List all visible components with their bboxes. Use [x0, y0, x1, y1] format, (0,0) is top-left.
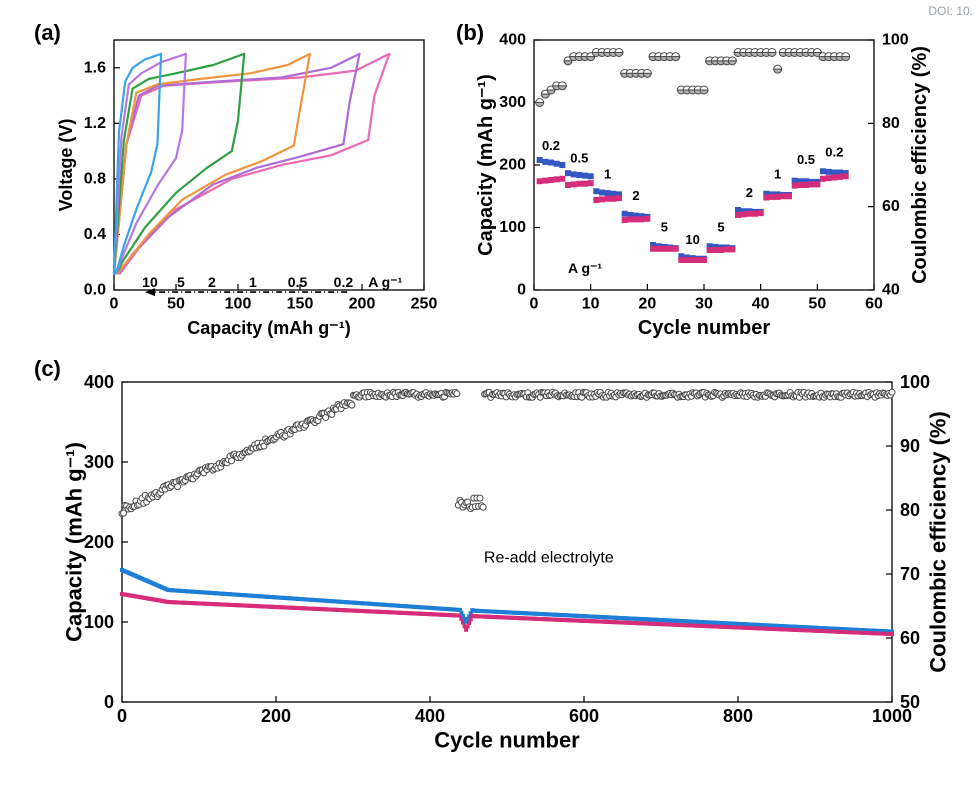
svg-text:400: 400 [499, 32, 526, 49]
svg-text:0.5: 0.5 [797, 152, 815, 167]
svg-text:0: 0 [110, 296, 119, 313]
svg-text:40: 40 [752, 296, 770, 313]
svg-text:0.2: 0.2 [334, 274, 354, 290]
svg-text:100: 100 [900, 372, 930, 392]
svg-text:30: 30 [695, 296, 713, 313]
svg-text:0.2: 0.2 [825, 144, 843, 159]
panel-a: 0 50 100 150 200 250 Capacity (mAh g⁻¹) 0.0 0.4 0… [44, 30, 444, 350]
svg-text:40: 40 [882, 282, 900, 299]
doi-text: DOI: 10. [928, 4, 973, 18]
panel-b-svg: 0 10 20 30 40 50 60 Cycle number 0 100 200 300 400 Ca… [464, 30, 954, 350]
svg-text:A g⁻¹: A g⁻¹ [368, 274, 402, 290]
svg-text:20: 20 [638, 296, 656, 313]
svg-text:5: 5 [717, 219, 724, 234]
svg-text:Coulombic efficiency (%): Coulombic efficiency (%) [909, 46, 931, 284]
svg-text:300: 300 [499, 94, 526, 111]
svg-text:5: 5 [661, 219, 668, 234]
svg-text:100: 100 [84, 612, 114, 632]
svg-text:60: 60 [865, 296, 883, 313]
svg-text:150: 150 [287, 296, 314, 313]
svg-text:400: 400 [415, 706, 445, 726]
svg-text:10: 10 [685, 232, 699, 247]
svg-text:100: 100 [225, 296, 252, 313]
svg-text:50: 50 [167, 296, 185, 313]
svg-text:0.2: 0.2 [542, 138, 560, 153]
svg-text:70: 70 [900, 564, 920, 584]
svg-text:600: 600 [569, 706, 599, 726]
svg-text:80: 80 [882, 115, 900, 132]
svg-text:Cycle number: Cycle number [638, 317, 770, 339]
svg-text:10: 10 [582, 296, 600, 313]
svg-text:2: 2 [746, 185, 753, 200]
svg-text:0: 0 [117, 706, 127, 726]
panel-a-svg: 0 50 100 150 200 250 Capacity (mAh g⁻¹) 0.0 0.4 0… [44, 30, 444, 350]
svg-text:200: 200 [261, 706, 291, 726]
svg-text:400: 400 [84, 372, 114, 392]
panel-b: 0 10 20 30 40 50 60 Cycle number 0 100 200 300 400 Ca… [464, 30, 954, 350]
svg-text:1.2: 1.2 [84, 115, 106, 132]
svg-text:Cycle number: Cycle number [434, 728, 580, 753]
svg-text:1: 1 [604, 166, 611, 181]
svg-text:50: 50 [808, 296, 826, 313]
svg-text:Coulombic efficiency (%): Coulombic efficiency (%) [926, 411, 951, 673]
svg-text:200: 200 [499, 157, 526, 174]
svg-text:1: 1 [774, 166, 781, 181]
svg-text:5: 5 [177, 274, 185, 290]
svg-text:10: 10 [142, 274, 158, 290]
svg-text:250: 250 [411, 296, 438, 313]
svg-text:0.4: 0.4 [84, 226, 106, 243]
svg-text:0.8: 0.8 [84, 170, 106, 187]
svg-text:2: 2 [208, 274, 216, 290]
svg-text:300: 300 [84, 452, 114, 472]
svg-text:Re-add electrolyte: Re-add electrolyte [484, 550, 614, 567]
svg-text:2: 2 [632, 188, 639, 203]
svg-text:100: 100 [882, 32, 909, 49]
svg-text:80: 80 [900, 500, 920, 520]
svg-text:0.0: 0.0 [84, 282, 106, 299]
svg-text:800: 800 [723, 706, 753, 726]
svg-text:0.5: 0.5 [570, 151, 588, 166]
svg-text:Capacity (mAh g⁻¹): Capacity (mAh g⁻¹) [475, 74, 497, 256]
panel-c: 02004006008001000Cycle number01002003004… [44, 370, 961, 780]
svg-text:0: 0 [517, 282, 526, 299]
svg-text:0: 0 [530, 296, 539, 313]
svg-text:200: 200 [84, 532, 114, 552]
svg-text:Capacity (mAh g⁻¹): Capacity (mAh g⁻¹) [62, 442, 87, 642]
svg-text:0: 0 [104, 692, 114, 712]
svg-text:100: 100 [499, 219, 526, 236]
svg-text:200: 200 [349, 296, 376, 313]
svg-text:0.5: 0.5 [288, 274, 308, 290]
svg-text:50: 50 [900, 692, 920, 712]
svg-text:Capacity (mAh g⁻¹): Capacity (mAh g⁻¹) [187, 318, 351, 338]
svg-text:1.6: 1.6 [84, 59, 106, 76]
svg-text:Voltage (V): Voltage (V) [56, 119, 76, 212]
svg-text:1: 1 [249, 274, 257, 290]
svg-text:60: 60 [882, 198, 900, 215]
figure-root: DOI: 10. (a) (b) (c) 050100150200250Capa… [0, 0, 979, 793]
panel-c-svg: 02004006008001000Cycle number01002003004… [44, 370, 961, 780]
svg-text:A g⁻¹: A g⁻¹ [568, 260, 602, 276]
svg-text:60: 60 [900, 628, 920, 648]
svg-text:90: 90 [900, 436, 920, 456]
